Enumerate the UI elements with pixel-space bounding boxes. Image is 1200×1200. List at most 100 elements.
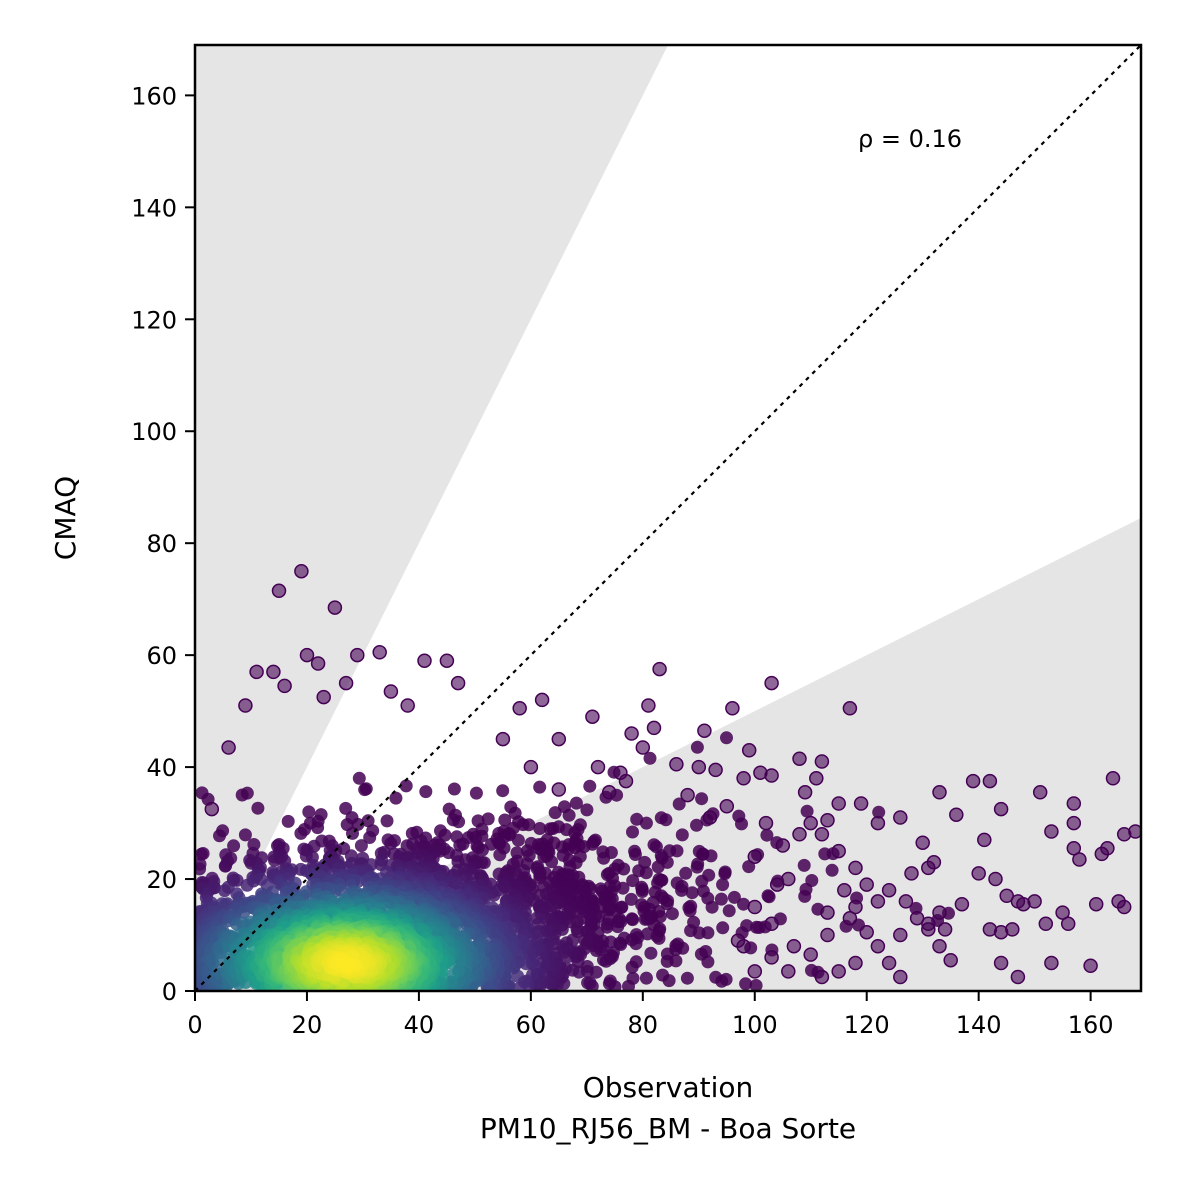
data-point	[350, 647, 365, 663]
density-point	[735, 817, 748, 831]
density-point	[513, 981, 526, 991]
density-point	[690, 818, 703, 832]
data-point	[965, 773, 981, 789]
data-point	[277, 678, 292, 694]
density-point	[354, 839, 368, 853]
density-point	[761, 889, 775, 903]
x-tick-label: 0	[187, 1011, 202, 1039]
density-point	[581, 976, 595, 990]
data-point	[635, 740, 651, 755]
data-point	[338, 675, 354, 691]
density-point	[251, 801, 265, 815]
data-point	[641, 698, 656, 713]
density-point	[626, 825, 639, 839]
density-point	[548, 806, 562, 820]
density-point	[268, 853, 281, 867]
x-axis-label: Observation	[583, 1071, 754, 1104]
density-point	[797, 858, 811, 872]
x-tick-label: 20	[292, 1011, 323, 1039]
data-point	[797, 785, 813, 800]
density-point	[660, 954, 674, 968]
density-point	[294, 826, 308, 840]
density-point	[230, 873, 244, 887]
density-point	[481, 812, 495, 826]
data-point	[1044, 955, 1059, 971]
data-point	[971, 866, 986, 881]
y-axis: 0 20 40 60 80 100 120 140 160	[131, 82, 195, 1006]
data-point	[870, 894, 886, 909]
density-point	[447, 782, 461, 796]
density-point	[679, 866, 693, 880]
data-point	[1066, 841, 1082, 856]
data-point	[993, 955, 1009, 971]
x-axis-sublabel: PM10_RJ56_BM - Boa Sorte	[480, 1112, 856, 1145]
data-point	[758, 815, 774, 831]
data-point	[417, 653, 432, 668]
data-point	[680, 787, 695, 803]
data-point	[383, 684, 399, 699]
data-point	[327, 600, 343, 615]
density-point	[798, 889, 812, 903]
shaded-region-1	[195, 45, 668, 991]
density-point	[453, 838, 467, 852]
density-point	[195, 862, 207, 876]
data-point	[551, 731, 567, 747]
data-point	[747, 849, 763, 864]
x-tick-label: 60	[516, 1011, 547, 1039]
y-tick-label: 80	[146, 530, 177, 558]
density-point	[805, 963, 818, 977]
data-point	[977, 832, 992, 848]
density-point	[635, 885, 649, 898]
data-point	[831, 796, 846, 811]
x-tick-label: 40	[404, 1011, 435, 1039]
data-point	[837, 882, 852, 898]
data-point	[266, 664, 281, 680]
data-point	[1072, 852, 1087, 867]
density-point	[498, 813, 512, 827]
density-point	[240, 878, 254, 892]
data-point	[439, 653, 455, 668]
density-point	[672, 797, 686, 811]
data-point	[719, 799, 735, 814]
density-point	[361, 814, 375, 828]
data-point	[1066, 815, 1082, 831]
data-point	[775, 838, 791, 853]
density-point	[446, 968, 460, 982]
density-point	[399, 779, 413, 793]
data-point	[730, 933, 746, 948]
density-point	[626, 874, 640, 888]
density-point	[213, 829, 226, 843]
data-point	[764, 768, 779, 783]
density-point	[727, 890, 741, 904]
data-point	[702, 810, 718, 825]
data-point	[993, 801, 1009, 817]
data-point	[523, 759, 539, 775]
data-point	[691, 759, 707, 775]
density-point	[690, 860, 704, 874]
data-point	[859, 924, 874, 940]
data-point	[932, 938, 947, 954]
data-point	[249, 664, 264, 680]
density-point	[632, 864, 646, 878]
density-point	[716, 878, 730, 892]
density-point	[218, 884, 232, 898]
data-point	[590, 759, 606, 775]
density-point	[737, 897, 750, 911]
density-point	[597, 953, 610, 967]
density-point	[597, 900, 611, 914]
data-point	[372, 645, 387, 660]
data-point	[1010, 894, 1026, 909]
density-point	[696, 847, 710, 861]
density-point	[648, 885, 662, 899]
density-point	[818, 847, 832, 861]
plot-area	[195, 45, 1141, 991]
data-point	[450, 675, 466, 691]
density-point	[638, 912, 652, 926]
density-point	[583, 779, 597, 793]
data-point	[299, 647, 315, 663]
data-point	[781, 871, 796, 887]
density-point	[235, 788, 249, 802]
density-point	[195, 847, 208, 861]
data-point	[814, 969, 830, 985]
density-point	[641, 927, 654, 941]
